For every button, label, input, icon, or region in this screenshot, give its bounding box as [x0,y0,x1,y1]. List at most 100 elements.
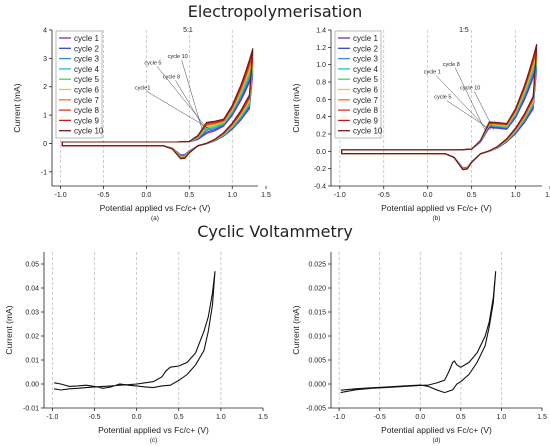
panel-b-x-tick-label: 1.0 [511,192,521,199]
panel-c-x-tick-label: 1.5 [258,414,268,421]
panel-c-caption: (c) [150,437,158,444]
panel-b-legend-label: cycle 10 [353,127,383,136]
panel-d-x-tick-label: 1.5 [537,414,547,421]
panel-a-series-cycle-10 [61,48,254,160]
panel-b-annotation-pointer [436,75,489,131]
panel-b-legend-label: cycle 9 [353,116,378,125]
panel-a-caption: (a) [151,215,159,222]
panel-d-y-axis-label: Current (mA) [291,305,301,354]
panel-a-legend-label: cycle 1 [74,34,99,43]
panel-d-y-tick-label: 0.015 [308,310,326,317]
panel-d-x-tick-label: 0.0 [415,414,425,421]
panel-c-y-tick-label: 0.01 [25,358,39,365]
panel-d-x-tick-label: -1.0 [333,414,345,421]
panel-a-y-axis-label: Current (mA) [12,83,22,132]
panel-b-y-tick-label: -0.4 [314,184,326,191]
panel-c-x-tick-label: -0.5 [89,414,101,421]
panel-b-x-tick-label: 0.0 [423,192,433,199]
panel-a-x-tick-label: 1.0 [227,192,237,199]
panel-b-x-tick-label: 1.5 [545,192,550,199]
panel-a-legend-label: cycle 10 [74,127,104,136]
panel-a-annotation-pointer [156,66,209,130]
panel-a-annotation-pointer [146,91,212,131]
panel-b-annotation-pointer [455,67,486,130]
panel-b-legend-label: cycle 8 [353,106,378,115]
panel-b-y-tick-label: 0.6 [316,97,326,104]
panel-c-y-tick-label: 0.04 [25,286,39,293]
panel-b-x-tick-label: -0.5 [378,192,390,199]
panel-a-y-tick-label: 2 [43,84,47,91]
panel-a-legend-label: cycle 3 [74,55,99,64]
panel-b-legend-label: cycle 4 [353,65,378,74]
panel-b-y-tick-label: 0.0 [316,149,326,156]
panel-a-legend-label: cycle 4 [74,65,99,74]
panel-d-series-line [340,271,497,394]
panel-d-caption: (d) [433,437,441,444]
panel-a-y-tick-label: 3 [43,56,47,63]
panel-a-annotation: cycle 5 [144,60,161,66]
panel-a-x-tick-label: 0.0 [142,192,152,199]
panel-b-y-tick-label: 1.4 [316,28,326,35]
panel-b-legend-label: cycle 6 [353,86,378,95]
panel-d-x-axis-label: Potential applied vs Fc/c+ (V) [381,425,492,435]
panel-d-y-tick-label: 0.000 [308,382,326,389]
panel-c-x-tick-label: -1.0 [46,414,58,421]
panel-b-x-tick-label: -1.0 [334,192,346,199]
panel-b-annotation-pointer [446,100,491,131]
panel-c-y-tick-label: 0.00 [25,382,39,389]
panel-a-legend-label: cycle 7 [74,96,99,105]
panel-c-y-tick-label: 0.05 [25,262,39,269]
panel-a-y-tick-label: 1 [43,113,47,120]
panel-a-y-tick-label: 4 [43,28,47,35]
panel-b-annotation: cycle 5 [434,95,451,101]
panel-c-y-tick-label: -0.01 [23,406,39,413]
panel-b-y-tick-label: 1.0 [316,62,326,69]
panel-c-x-tick-label: 0.0 [132,414,142,421]
section-title-electropolymerisation: Electropolymerisation [187,2,363,21]
panel-d-y-tick-label: 0.020 [308,286,326,293]
panel-d-x-tick-label: 0.5 [456,414,466,421]
section-title-cyclic-voltammetry: Cyclic Voltammetry [197,222,353,241]
panel-b-legend-label: cycle 3 [353,55,378,64]
panel-b-series-cycle-10 [341,44,538,171]
panel-b-y-tick-label: 0.4 [316,114,326,121]
panel-b-y-tick-label: -0.2 [314,166,326,173]
panel-a-legend-label: cycle 6 [74,86,99,95]
panel-b-annotation: cycle 8 [443,62,460,68]
panel-a-x-tick-label: -1.0 [55,192,67,199]
panel-c-y-axis-label: Current (mA) [4,305,14,354]
panel-b-legend-label: cycle 5 [353,75,378,84]
panel-b-y-tick-label: 0.2 [316,132,326,139]
panel-a-annotation-pointer [175,80,206,130]
panel-c-series-line [54,271,216,391]
panel-b-y-tick-label: 1.2 [316,45,326,52]
panel-a-annotation: cycle 8 [163,74,180,80]
panel-b-y-tick-label: 0.8 [316,80,326,87]
panel-a-ratio-label: 5:1 [183,27,193,34]
panel-b-annotation: cycle 1 [424,70,441,76]
panel-b-x-axis-label: Potential applied vs Fc/c+ (V) [381,203,492,213]
panel-a-x-axis-label: Potential applied vs Fc/c+ (V) [100,203,211,213]
panel-a-x-tick-label: 0.5 [184,192,194,199]
panel-c-x-tick-label: 0.5 [174,414,184,421]
panel-a-legend-label: cycle 8 [74,106,99,115]
panel-b-legend-label: cycle 2 [353,44,378,53]
panel-d-y-tick-label: -0.005 [306,406,326,413]
panel-d-y-tick-label: 0.025 [308,262,326,269]
panel-b-annotation-pointer [474,91,495,130]
panel-d-x-tick-label: -0.5 [374,414,386,421]
panel-c-y-tick-label: 0.02 [25,334,39,341]
panel-b-caption: (b) [433,215,441,222]
panel-c-y-tick-label: 0.03 [25,310,39,317]
panel-c-x-axis-label: Potential applied vs Fc/c+ (V) [98,425,209,435]
panel-a-x-tick-label: 1.5 [261,192,271,199]
panel-b-legend-label: cycle 7 [353,96,378,105]
panel-d-y-tick-label: 0.005 [308,358,326,365]
panel-d-x-tick-label: 1.0 [497,414,507,421]
panel-b-x-tick-label: 0.5 [467,192,477,199]
panel-a-x-tick-label: -0.5 [97,192,109,199]
panel-a-legend-label: cycle 9 [74,116,99,125]
panel-b-ratio-label: 1:5 [459,27,469,34]
